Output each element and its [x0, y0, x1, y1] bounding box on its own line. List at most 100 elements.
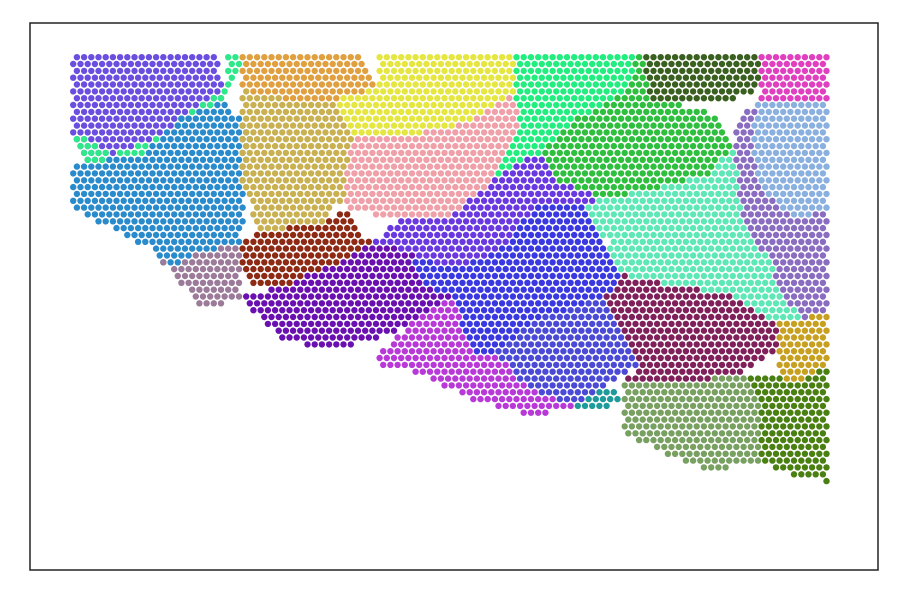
scatter-point — [520, 395, 527, 403]
scatter-point — [398, 81, 405, 88]
scatter-point — [336, 334, 344, 341]
scatter-point — [556, 54, 563, 61]
scatter-point — [635, 354, 643, 362]
scatter-point — [80, 136, 88, 143]
scatter-point — [214, 156, 221, 163]
scatter-point — [199, 211, 207, 218]
scatter-point — [610, 156, 617, 163]
scatter-point — [160, 54, 167, 61]
scatter-point — [459, 389, 466, 396]
scatter-point — [524, 375, 531, 382]
scatter-point — [282, 218, 290, 225]
scatter-point — [675, 101, 682, 109]
scatter-point — [70, 74, 77, 81]
scatter-point — [358, 60, 365, 68]
scatter-point — [163, 238, 171, 245]
scatter-point — [643, 108, 650, 116]
scatter-point — [134, 224, 142, 232]
scatter-point — [196, 218, 203, 225]
scatter-point — [574, 293, 581, 300]
scatter-point — [726, 60, 733, 68]
scatter-point — [758, 218, 765, 225]
scatter-point — [156, 88, 163, 95]
scatter-point — [545, 211, 553, 218]
scatter-point — [502, 320, 509, 328]
scatter-point — [682, 156, 690, 163]
scatter-point — [801, 368, 809, 375]
scatter-point — [581, 115, 589, 122]
scatter-point — [462, 300, 470, 307]
scatter-point — [589, 265, 596, 273]
scatter-point — [124, 231, 131, 239]
scatter-point — [726, 224, 733, 232]
scatter-point — [744, 423, 751, 430]
scatter-point — [535, 395, 542, 403]
scatter-point — [491, 368, 499, 375]
scatter-point — [412, 300, 419, 307]
scatter-point — [344, 265, 351, 273]
scatter-point — [632, 197, 639, 204]
scatter-point — [228, 293, 235, 300]
scatter-point — [643, 218, 650, 225]
scatter-point — [516, 389, 524, 396]
scatter-point — [189, 286, 196, 293]
scatter-point — [466, 307, 473, 314]
scatter-point — [315, 211, 322, 218]
scatter-point — [196, 259, 203, 266]
scatter-point — [506, 245, 513, 252]
scatter-point — [776, 375, 783, 382]
scatter-point — [279, 129, 286, 136]
scatter-point — [444, 320, 452, 328]
scatter-point — [520, 163, 527, 170]
scatter-point — [599, 95, 607, 102]
scatter-point — [416, 265, 423, 273]
scatter-point — [506, 204, 513, 211]
scatter-point — [250, 142, 257, 150]
scatter-point — [653, 279, 661, 286]
scatter-point — [715, 382, 722, 389]
scatter-point — [798, 430, 805, 437]
scatter-point — [174, 245, 181, 252]
scatter-point — [794, 313, 801, 321]
scatter-point — [744, 54, 751, 61]
scatter-point — [823, 450, 830, 457]
scatter-point — [491, 54, 499, 61]
scatter-point — [790, 430, 798, 437]
scatter-point — [816, 67, 823, 75]
scatter-point — [668, 101, 675, 109]
scatter-point — [560, 170, 567, 177]
scatter-point — [664, 67, 672, 75]
scatter-point — [744, 122, 751, 129]
scatter-point — [516, 88, 524, 95]
scatter-point — [668, 443, 675, 451]
scatter-point — [758, 245, 765, 252]
scatter-point — [473, 348, 481, 355]
scatter-point — [91, 183, 99, 191]
scatter-point — [578, 122, 585, 129]
scatter-point — [80, 204, 88, 211]
scatter-point — [805, 416, 812, 423]
scatter-point — [502, 88, 509, 95]
scatter-point — [740, 224, 747, 232]
scatter-point — [762, 348, 769, 355]
scatter-point — [171, 60, 178, 68]
scatter-point — [207, 170, 214, 177]
scatter-point — [538, 211, 545, 218]
scatter-point — [715, 450, 722, 457]
scatter-point — [747, 307, 754, 314]
scatter-point — [235, 197, 243, 204]
scatter-point — [621, 395, 628, 403]
scatter-point — [801, 409, 809, 416]
scatter-point — [289, 286, 297, 293]
scatter-point — [156, 60, 163, 68]
scatter-point — [682, 60, 690, 68]
scatter-point — [708, 67, 715, 75]
scatter-point — [765, 272, 772, 280]
scatter-point — [722, 300, 729, 307]
scatter-point — [344, 252, 351, 259]
scatter-point — [174, 190, 181, 198]
scatter-point — [585, 382, 592, 389]
scatter-point — [787, 245, 794, 252]
scatter-point — [747, 60, 754, 68]
scatter-point — [751, 54, 758, 61]
